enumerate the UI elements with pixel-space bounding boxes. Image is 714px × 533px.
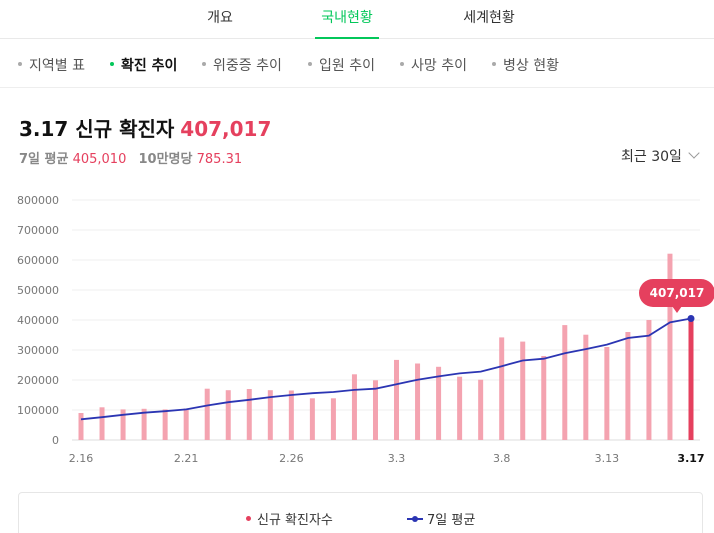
chart-legend: 신규 확진자수 7일 평균: [18, 492, 703, 533]
bar: [478, 379, 484, 440]
bar: [667, 253, 673, 440]
tooltip-pointer: [672, 306, 682, 313]
bullet-icon: [110, 62, 114, 66]
y-tick-label: 500000: [17, 284, 59, 297]
x-tick-label: 3.17: [677, 452, 704, 465]
bar: [394, 359, 400, 440]
y-tick-label: 400000: [17, 314, 59, 327]
sub-tab-critical-trend[interactable]: 위중증 추이: [202, 55, 282, 75]
bar: [583, 334, 589, 440]
bar: [183, 408, 189, 440]
bar: [309, 398, 315, 440]
summary-stats: 7일 평균 405,010 10만명당 785.31: [19, 148, 250, 167]
bar: [246, 389, 252, 440]
bullet-icon: [18, 62, 22, 66]
highlight-tooltip: [639, 279, 714, 307]
x-tick-label: 3.8: [493, 452, 511, 465]
bar: [351, 374, 357, 440]
confirmed-cases-chart: 0 100000 200000 300000 400000 500000 600000 700…: [17, 194, 714, 465]
x-tick-label: 2.16: [69, 452, 94, 465]
top-tab-bar: 개요 국내현황 세계현황: [0, 0, 714, 39]
bar: [330, 398, 336, 440]
bar: [120, 409, 126, 440]
bar: [646, 320, 652, 440]
highlight-label: 407,017: [650, 286, 705, 300]
sub-tab-label: 사망 추이: [411, 58, 467, 74]
avg-label: 7일 평균: [19, 152, 69, 167]
bar: [267, 390, 273, 440]
bullet-icon: [202, 62, 206, 66]
tab-domestic[interactable]: 국내현황: [315, 0, 379, 39]
tab-overview[interactable]: 개요: [207, 10, 233, 26]
avg-value: 405,010: [72, 152, 127, 167]
series-line: [80, 317, 692, 421]
y-tick-label: 100000: [17, 404, 59, 417]
legend-line-icon: [407, 515, 423, 522]
bullet-icon: [400, 62, 404, 66]
line-point: [687, 314, 695, 322]
bar: [225, 390, 231, 440]
bar: [415, 363, 421, 440]
bar: [688, 317, 694, 440]
period-select[interactable]: 최근 30일: [621, 146, 700, 166]
sub-tab-label: 입원 추이: [319, 58, 375, 74]
sub-tab-label: 지역별 표: [29, 58, 85, 74]
sub-tab-bar: 지역별 표 확진 추이 위중증 추이 입원 추이 사망 추이 병상 현황: [0, 40, 714, 88]
y-tick-label: 800000: [17, 194, 59, 207]
tab-world[interactable]: 세계현황: [463, 10, 515, 26]
bar: [78, 413, 84, 440]
bar: [436, 366, 442, 440]
bar: [541, 356, 547, 440]
sub-tab-death-trend[interactable]: 사망 추이: [400, 55, 467, 75]
x-tick-label: 3.13: [595, 452, 620, 465]
bar: [457, 376, 463, 440]
bullet-icon: [492, 62, 496, 66]
chevron-down-icon: [688, 147, 700, 159]
sub-tab-label: 위중증 추이: [213, 58, 282, 74]
y-tick-label: 0: [52, 434, 59, 447]
page-title: 3.17 신규 확진자 407,017: [19, 113, 271, 142]
bar: [372, 380, 378, 440]
y-tick-label: 600000: [17, 254, 59, 267]
bar: [604, 347, 610, 440]
sub-tab-confirmed-trend[interactable]: 확진 추이: [110, 55, 177, 75]
legend-line-label: 7일 평균: [427, 513, 476, 528]
legend-item-bar[interactable]: 신규 확진자수: [246, 509, 333, 528]
legend-dot-icon: [246, 516, 251, 521]
sub-tab-region-table[interactable]: 지역별 표: [18, 55, 85, 75]
per100k-value: 785.31: [196, 152, 243, 167]
y-tick-label: 300000: [17, 344, 59, 357]
x-tick-label: 2.21: [174, 452, 199, 465]
headline-value: 407,017: [180, 117, 272, 141]
sub-tab-bed-status[interactable]: 병상 현황: [492, 55, 559, 75]
headline-title: 3.17 신규 확진자: [19, 117, 175, 141]
bar: [520, 341, 526, 440]
x-tick-label: 3.3: [388, 452, 406, 465]
bar: [162, 409, 168, 440]
bar: [562, 325, 568, 440]
bar: [288, 390, 294, 440]
y-tick-label: 200000: [17, 374, 59, 387]
legend-bar-label: 신규 확진자수: [257, 513, 333, 528]
bar: [499, 337, 505, 440]
bar: [141, 408, 147, 440]
bullet-icon: [308, 62, 312, 66]
sub-tab-hospital-trend[interactable]: 입원 추이: [308, 55, 375, 75]
bar: [204, 388, 210, 440]
per100k-label: 10만명당: [138, 152, 193, 167]
legend-item-line[interactable]: 7일 평균: [407, 509, 475, 528]
period-select-value: 최근 30일: [621, 149, 682, 165]
x-tick-label: 2.26: [279, 452, 304, 465]
bar: [99, 407, 105, 440]
sub-tab-label: 병상 현황: [503, 58, 559, 74]
bar: [625, 332, 631, 440]
sub-tab-label: 확진 추이: [121, 58, 178, 74]
y-tick-label: 700000: [17, 224, 59, 237]
